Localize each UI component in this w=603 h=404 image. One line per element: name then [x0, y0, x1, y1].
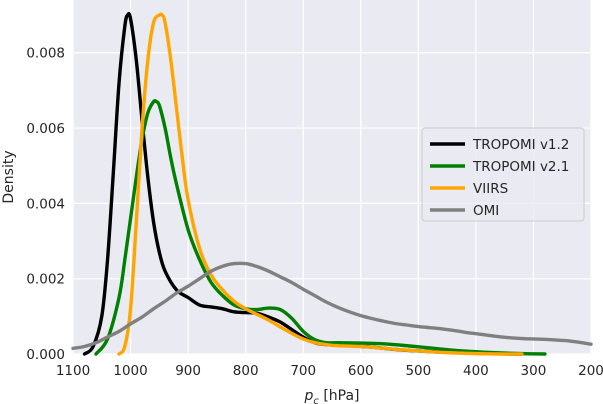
x-axis-label: pc [hPa] — [303, 388, 359, 404]
y-tick-label: 0.004 — [26, 196, 65, 212]
x-tick-label: 300 — [521, 363, 547, 379]
x-tick-label: 800 — [233, 363, 259, 379]
series-line-viirs — [117, 12, 524, 356]
legend-label-tropomi-v1-2: TROPOMI v1.2 — [472, 137, 569, 153]
y-tick-label: 0.000 — [26, 347, 65, 363]
y-tick-label: 0.008 — [26, 46, 65, 62]
y-tick-label: 0.002 — [26, 272, 65, 288]
x-axis-label-subscript: c — [313, 396, 319, 404]
y-tick-labels: 0.000 0.002 0.004 0.006 0.008 — [26, 46, 65, 363]
x-tick-label: 500 — [405, 363, 431, 379]
legend-label-omi: OMI — [473, 203, 499, 219]
x-tick-labels: 1100 1000 900 800 700 600 500 400 300 200 — [56, 363, 603, 379]
y-tick-label: 0.006 — [26, 121, 65, 137]
x-gridlines — [72, 0, 592, 354]
legend-label-viirs: VIIRS — [473, 181, 508, 197]
x-tick-label: 900 — [175, 363, 201, 379]
series-line-omi — [71, 261, 593, 351]
x-tick-label: 200 — [578, 363, 603, 379]
x-tick-label: 1000 — [113, 363, 147, 379]
x-tick-label: 600 — [348, 363, 374, 379]
x-tick-label: 400 — [463, 363, 489, 379]
x-axis-label-unit: [hPa] — [319, 388, 360, 404]
legend: TROPOMI v1.2 TROPOMI v2.1 VIIRS OMI — [421, 127, 585, 222]
legend-box — [421, 127, 585, 222]
x-axis-label-symbol: p — [303, 388, 313, 404]
series-lines — [71, 11, 593, 356]
x-tick-label: 700 — [290, 363, 316, 379]
legend-label-tropomi-v2-1: TROPOMI v2.1 — [472, 159, 569, 175]
y-axis-label: Density — [1, 150, 17, 203]
x-tick-label: 1100 — [56, 363, 90, 379]
